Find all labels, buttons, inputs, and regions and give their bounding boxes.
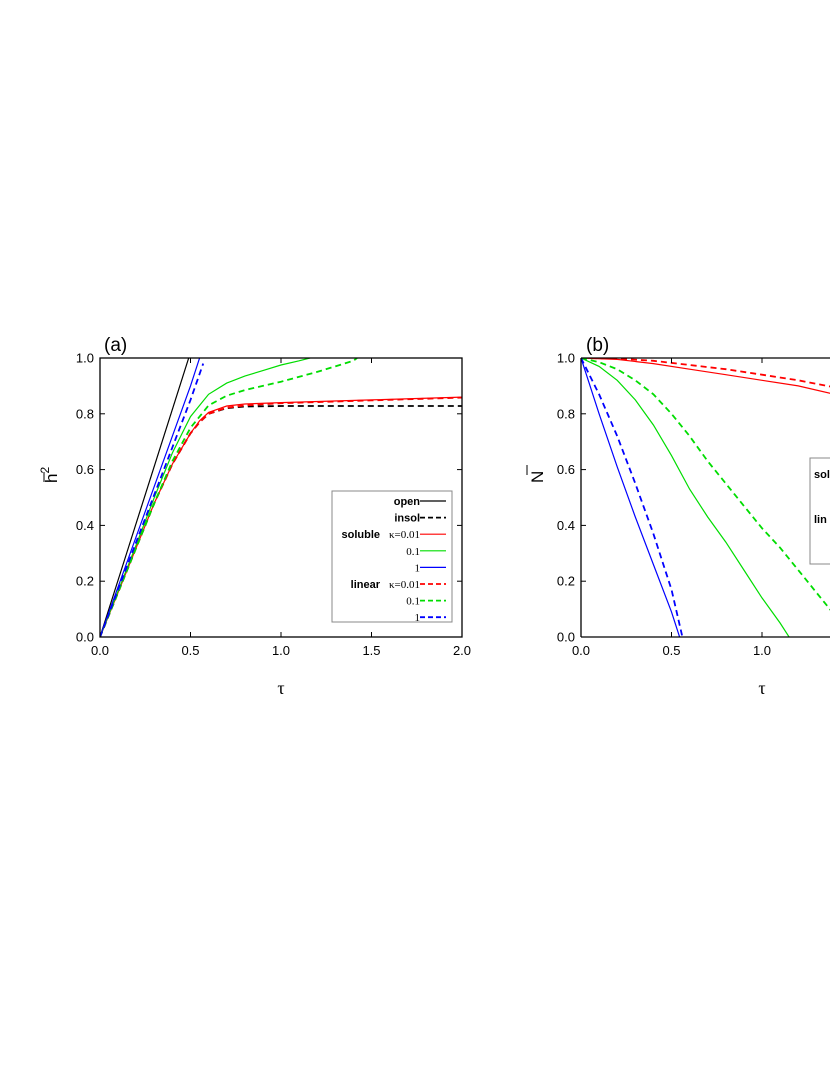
- panel-b-xtick-label: 0.5: [662, 643, 680, 658]
- legend-b-group: lin: [814, 514, 827, 526]
- panel-a-xtick-label: 0.0: [91, 643, 109, 658]
- panel-a-ytick-label: 0.0: [76, 630, 94, 645]
- panel-a-ticks: 0.0 0.5 1.0 1.5 2.0 0.0 0.2 0.4 0.6 0.8 1.0: [76, 351, 471, 659]
- panel-a-ylabel-exp: 2: [38, 467, 52, 474]
- panel-b-series-0: [581, 358, 830, 394]
- panel-a-label: (a): [104, 335, 127, 356]
- panel-a-ytick-label: 0.2: [76, 574, 94, 589]
- legend-a-param: open: [394, 496, 421, 508]
- panel-a-ylabel-base: h: [42, 474, 61, 483]
- panel-a-series-5: [100, 396, 462, 637]
- legend-b-group: sol: [814, 469, 830, 481]
- panel-a-ytick-label: 0.6: [76, 462, 94, 477]
- panel-a-ytick-label: 0.4: [76, 518, 94, 533]
- panel-b-label: (b): [586, 335, 609, 356]
- legend-a-param: κ=0.01: [389, 529, 420, 541]
- panel-a-series-6: [100, 358, 358, 637]
- panel-a-xtick-label: 1.0: [272, 643, 290, 658]
- panel-a-ylabel: h2: [38, 467, 61, 483]
- panel-a-xtick-label: 2.0: [453, 643, 471, 658]
- legend-a-param: κ=0.01: [389, 579, 420, 591]
- panel-b-ytick-label: 0.0: [557, 630, 575, 645]
- panel-b-series-1: [581, 358, 830, 388]
- legend-a-param: 0.1: [406, 546, 420, 558]
- panel-a: (a) 0.0 0.5 1.0 1.5 2.00.00.20.40.60.81.0 τ …: [38, 335, 471, 698]
- panel-b-series-2: [581, 358, 790, 637]
- panel-a-xtick-label: 1.5: [362, 643, 380, 658]
- panel-b-ytick-label: 0.4: [557, 518, 575, 533]
- panel-a-curves: [100, 358, 462, 637]
- panel-b-ticks: 0.0 0.5 1.0 0.0 0.2 0.4 0.6 0.8 1.0: [557, 351, 771, 659]
- legend-a-param: 1: [415, 612, 421, 624]
- panel-b-curves: [581, 358, 830, 637]
- panel-a-ytick-label: 1.0: [76, 351, 94, 366]
- panel-b-ytick-label: 0.8: [557, 406, 575, 421]
- panel-b-series-4: [581, 358, 681, 637]
- panel-b-legend: sol lin: [809, 457, 830, 565]
- panel-b-ytick-label: 1.0: [557, 351, 575, 366]
- panel-a-series-3: [100, 358, 311, 637]
- panel-b-xlabel: τ: [758, 678, 765, 698]
- panel-b-ylabel: N: [528, 471, 547, 483]
- panel-b-series-5: [581, 358, 684, 637]
- panel-a-xlabel: τ: [277, 678, 284, 698]
- panel-a-xtick-label: 0.5: [181, 643, 199, 658]
- legend-a-param: 1: [415, 562, 421, 574]
- panel-a-series-1: [100, 405, 462, 637]
- legend-a-group: linear: [351, 579, 381, 591]
- panel-b-legend-box: [809, 457, 830, 565]
- legend-a-param: 0.1: [406, 596, 420, 608]
- panel-b-xtick-label: 1.0: [753, 643, 771, 658]
- panel-b-series-3: [581, 358, 830, 611]
- panel-a-legend: open insol soluble κ=0.01 0.1 1 linear κ=0.01 0.…: [331, 490, 453, 624]
- panel-a-series-4: [100, 358, 201, 637]
- panel-a-series-0: [100, 358, 190, 637]
- panel-a-series-7: [100, 363, 205, 637]
- panel-b-ytick-label: 0.6: [557, 462, 575, 477]
- legend-a-param: insol: [394, 513, 420, 525]
- panel-b-ytick-label: 0.2: [557, 574, 575, 589]
- svg-text:h2: h2: [38, 467, 61, 483]
- panel-a-legend-box: [331, 490, 453, 623]
- legend-a-group: soluble: [341, 529, 380, 541]
- panel-a-ytick-label: 0.8: [76, 406, 94, 421]
- panel-b-xtick-label: 0.0: [572, 643, 590, 658]
- panel-b-ylabel-base: N: [528, 471, 547, 483]
- panel-b: (b) 0.0 0.5 1.0 0.0 0.2 0.4 0.6 0.8 1.0 τ N sol l…: [526, 335, 830, 698]
